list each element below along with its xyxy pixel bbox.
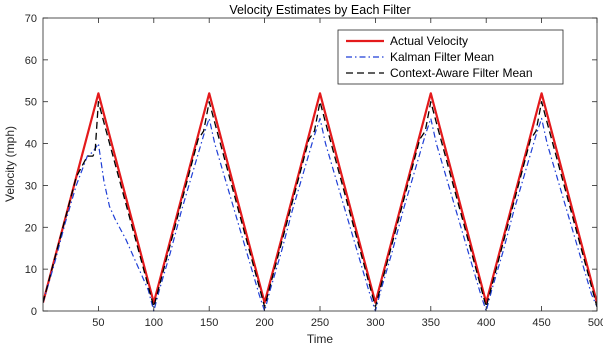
y-tick-label: 30 (25, 180, 37, 192)
x-tick-label: 50 (92, 317, 104, 329)
legend-entry-label: Actual Velocity (390, 34, 468, 48)
y-tick-label: 10 (25, 264, 37, 276)
legend-entry-label: Kalman Filter Mean (390, 50, 494, 64)
legend: Actual Velocity Kalman Filter Mean Context… (337, 29, 564, 85)
x-tick-label: 300 (366, 317, 384, 329)
y-tick-label: 40 (25, 139, 37, 151)
x-tick-label: 400 (477, 317, 495, 329)
axes: 50 100 150 200 250 300 350 400 450 500 0 10 20 30 40 50… (25, 13, 603, 329)
x-tick-label: 250 (311, 317, 329, 329)
x-tick-label: 500 (588, 317, 603, 329)
x-tick-label: 450 (532, 317, 550, 329)
x-tick-label: 150 (200, 317, 218, 329)
y-tick-label: 70 (25, 13, 37, 25)
y-tick-label: 20 (25, 222, 37, 234)
x-axis-label: Time (307, 332, 334, 346)
x-tick-label: 350 (422, 317, 440, 329)
series-line-1 (43, 117, 597, 312)
series-line-2 (43, 101, 597, 308)
y-axis-label: Velocity (mph) (3, 126, 17, 202)
y-tick-label: 60 (25, 55, 37, 67)
x-tick-label: 200 (255, 317, 273, 329)
legend-entry-label: Context-Aware Filter Mean (390, 66, 533, 80)
chart-title: Velocity Estimates by Each Filter (229, 3, 410, 17)
y-tick-label: 50 (25, 97, 37, 109)
series-line-0 (43, 92, 597, 304)
y-tick-label: 0 (31, 306, 37, 318)
x-tick-label: 100 (145, 317, 163, 329)
